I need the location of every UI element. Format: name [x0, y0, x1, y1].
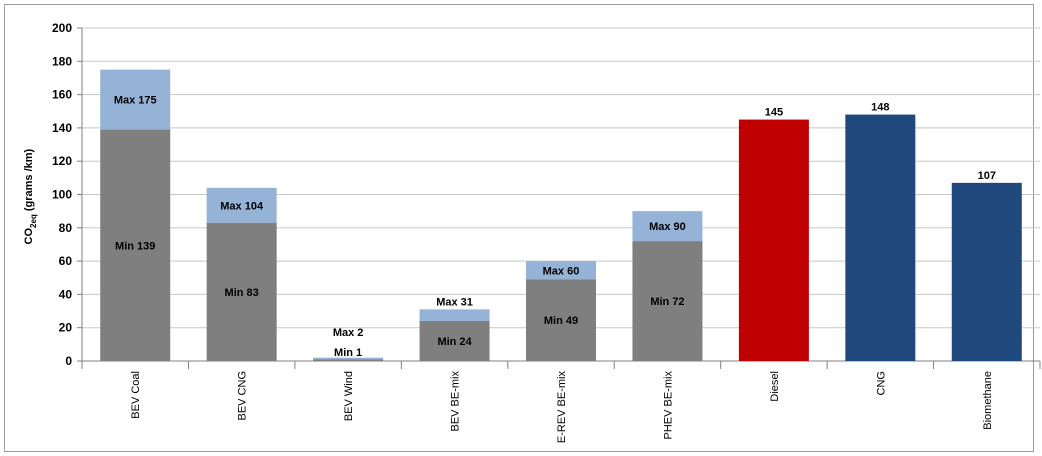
y-tick-label: 40 — [59, 287, 73, 301]
y-tick-label: 60 — [59, 254, 73, 268]
bar-max-segment — [206, 187, 277, 223]
y-tick-label: 200 — [52, 21, 72, 35]
value-data-label: 107 — [978, 170, 996, 182]
x-tick-label: Diesel — [769, 371, 781, 402]
bar-min-segment — [632, 241, 703, 361]
y-tick-label: 100 — [52, 188, 72, 202]
y-tick-label: 160 — [52, 88, 72, 102]
bar — [845, 114, 916, 361]
bar-max-segment — [313, 357, 384, 360]
x-tick-label: CNG — [875, 371, 887, 395]
y-tick-label: 0 — [65, 354, 72, 368]
bar-min-segment — [526, 279, 596, 361]
value-data-label: 145 — [765, 107, 783, 119]
min-data-label: Min 83 — [225, 287, 259, 299]
bar-max-segment — [419, 309, 490, 322]
x-tick-label: BEV Coal — [130, 371, 142, 419]
max-data-label: Max 31 — [436, 296, 473, 308]
bar-max-segment — [526, 261, 596, 280]
bar-min-segment — [100, 129, 171, 361]
x-tick-label: E-REV BE-mix — [556, 371, 568, 444]
x-tick-label: BEV BE-mix — [450, 371, 462, 432]
x-tick-label: BEV Wind — [343, 371, 355, 421]
max-data-label: Max 60 — [543, 265, 580, 277]
bar-max-segment — [100, 69, 171, 130]
max-data-label: Max 90 — [649, 221, 686, 233]
bar-max-segment — [632, 211, 703, 242]
bar — [951, 182, 1022, 361]
x-tick-label: BEV CNG — [237, 371, 249, 421]
max-data-label: Max 104 — [220, 200, 264, 212]
bar-min-segment — [419, 321, 490, 361]
min-data-label: Min 24 — [437, 336, 472, 348]
y-tick-label: 80 — [59, 221, 73, 235]
min-data-label: Min 72 — [650, 296, 684, 308]
y-tick-label: 180 — [52, 54, 72, 68]
min-data-label: Min 139 — [115, 240, 155, 252]
y-axis-label: CO2eq (grams /km) — [23, 148, 38, 244]
value-data-label: 148 — [871, 102, 889, 114]
y-tick-label: 120 — [52, 154, 72, 168]
y-tick-label: 20 — [59, 321, 73, 335]
y-tick-label: 140 — [52, 121, 72, 135]
min-data-label: Min 1 — [334, 347, 362, 359]
bar-min-segment — [206, 222, 277, 361]
max-data-label: Max 2 — [333, 327, 364, 339]
x-tick-label: Biomethane — [982, 371, 994, 430]
bar-min-segment — [313, 359, 384, 361]
bar — [738, 119, 809, 361]
x-tick-label: PHEV BE-mix — [662, 371, 674, 440]
max-data-label: Max 175 — [114, 95, 157, 107]
min-data-label: Min 49 — [544, 315, 578, 327]
